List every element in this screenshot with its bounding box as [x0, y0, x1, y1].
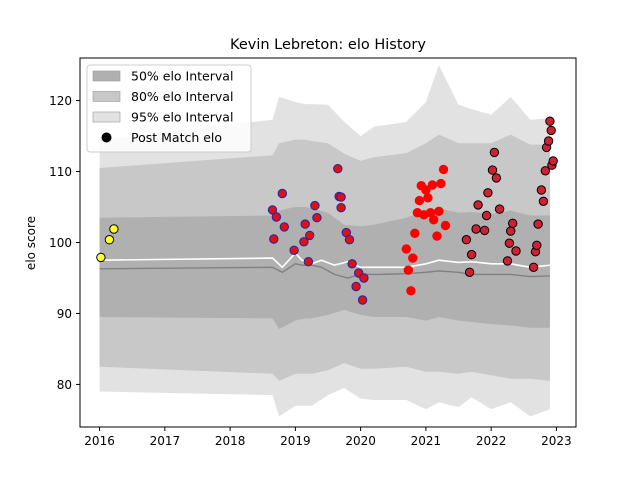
elo-point	[504, 238, 515, 248]
elo-point	[359, 273, 369, 283]
elo-point	[436, 178, 446, 189]
elo-point	[305, 230, 315, 241]
elo-point	[312, 213, 322, 223]
x-tick-label: 2021	[411, 434, 442, 448]
confidence-bands	[99, 65, 550, 417]
legend-label: Post Match elo	[131, 130, 222, 145]
legend-swatch	[92, 111, 121, 123]
elo-point	[481, 210, 492, 221]
elo-point	[267, 205, 278, 215]
elo-point	[408, 253, 418, 263]
post-match-points	[96, 116, 558, 305]
median-elo-line	[99, 263, 550, 279]
x-tick-label: 2016	[84, 434, 115, 448]
legend-label: 50% elo Interval	[131, 69, 233, 84]
elo-point	[502, 256, 513, 266]
elo-point	[461, 235, 472, 245]
elo-point	[432, 231, 442, 241]
x-tick-label: 2020	[345, 434, 376, 448]
x-tick-label: 2017	[150, 434, 181, 448]
elo-point	[464, 267, 475, 277]
x-tick-label: 2018	[215, 434, 246, 448]
legend-swatch	[92, 70, 121, 82]
elo-point	[511, 246, 521, 256]
elo-point	[347, 259, 357, 269]
legend-box	[86, 64, 252, 153]
elo-point	[533, 219, 543, 229]
elo-point	[104, 235, 115, 245]
elo-point	[479, 225, 490, 236]
y-tick-label: 100	[49, 236, 72, 250]
elo-point	[279, 222, 289, 232]
elo-point	[300, 219, 310, 229]
y-tick-label: 120	[49, 94, 72, 108]
elo-point	[414, 195, 425, 206]
elo-point	[538, 196, 549, 207]
elo-point	[471, 224, 481, 234]
elo-point	[528, 262, 539, 272]
elo-point	[438, 164, 449, 175]
chart-title: Kevin Lebreton: elo History	[230, 37, 426, 53]
elo-point	[543, 136, 554, 146]
elo-point	[277, 188, 287, 199]
elo-point	[532, 240, 542, 251]
legend: 50% elo Interval 80% elo Interval 95% elo …	[86, 64, 252, 153]
elo-point	[333, 164, 343, 174]
elo-point	[489, 147, 500, 158]
y-tick-label: 90	[57, 307, 72, 321]
elo-point	[406, 286, 416, 296]
y-axis-label: elo score	[24, 216, 38, 270]
elo-point	[336, 192, 346, 202]
elo-point	[109, 224, 119, 234]
elo-point	[357, 295, 368, 305]
elo-point	[483, 188, 493, 198]
x-tick-label: 2023	[541, 434, 572, 448]
elo-point	[540, 166, 550, 176]
elo-point	[494, 204, 505, 214]
elo-point	[410, 228, 420, 239]
elo-point	[344, 235, 355, 245]
elo-point	[506, 226, 516, 236]
elo-point	[434, 206, 444, 217]
elo-point	[466, 249, 477, 260]
elo-point	[269, 234, 279, 244]
elo-point	[508, 218, 518, 229]
legend-marker	[101, 132, 112, 143]
elo-point	[546, 125, 556, 136]
y-axis-ticks: 80 90 100 110 120	[49, 94, 80, 392]
elo-point	[299, 237, 309, 247]
elo-point	[271, 212, 282, 222]
y-tick-label: 110	[49, 165, 72, 179]
elo-point	[401, 244, 411, 254]
elo-point	[423, 193, 433, 203]
elo-point	[491, 173, 502, 183]
elo-point	[440, 220, 451, 231]
elo-point	[536, 185, 547, 195]
elo-point	[473, 200, 483, 210]
elo-point	[96, 252, 106, 263]
elo-point	[429, 215, 439, 225]
legend-label: 95% elo Interval	[131, 110, 233, 125]
elo-point	[548, 156, 558, 166]
elo-point	[427, 180, 438, 190]
elo-point	[336, 203, 346, 213]
y-tick-label: 80	[57, 378, 72, 392]
elo-point	[487, 165, 498, 175]
x-tick-label: 2019	[280, 434, 311, 448]
x-tick-label: 2022	[476, 434, 507, 448]
legend-swatch	[92, 91, 121, 102]
elo-point	[310, 200, 320, 211]
elo-point	[351, 281, 361, 292]
elo-point	[303, 257, 314, 267]
legend-label: 80% elo Interval	[131, 89, 233, 104]
elo-point	[545, 116, 555, 126]
elo-point	[403, 265, 413, 275]
x-axis-ticks: 2016 2017 2018 2019 2020 2021 2022 2023	[84, 427, 572, 448]
elo-point	[289, 245, 299, 256]
